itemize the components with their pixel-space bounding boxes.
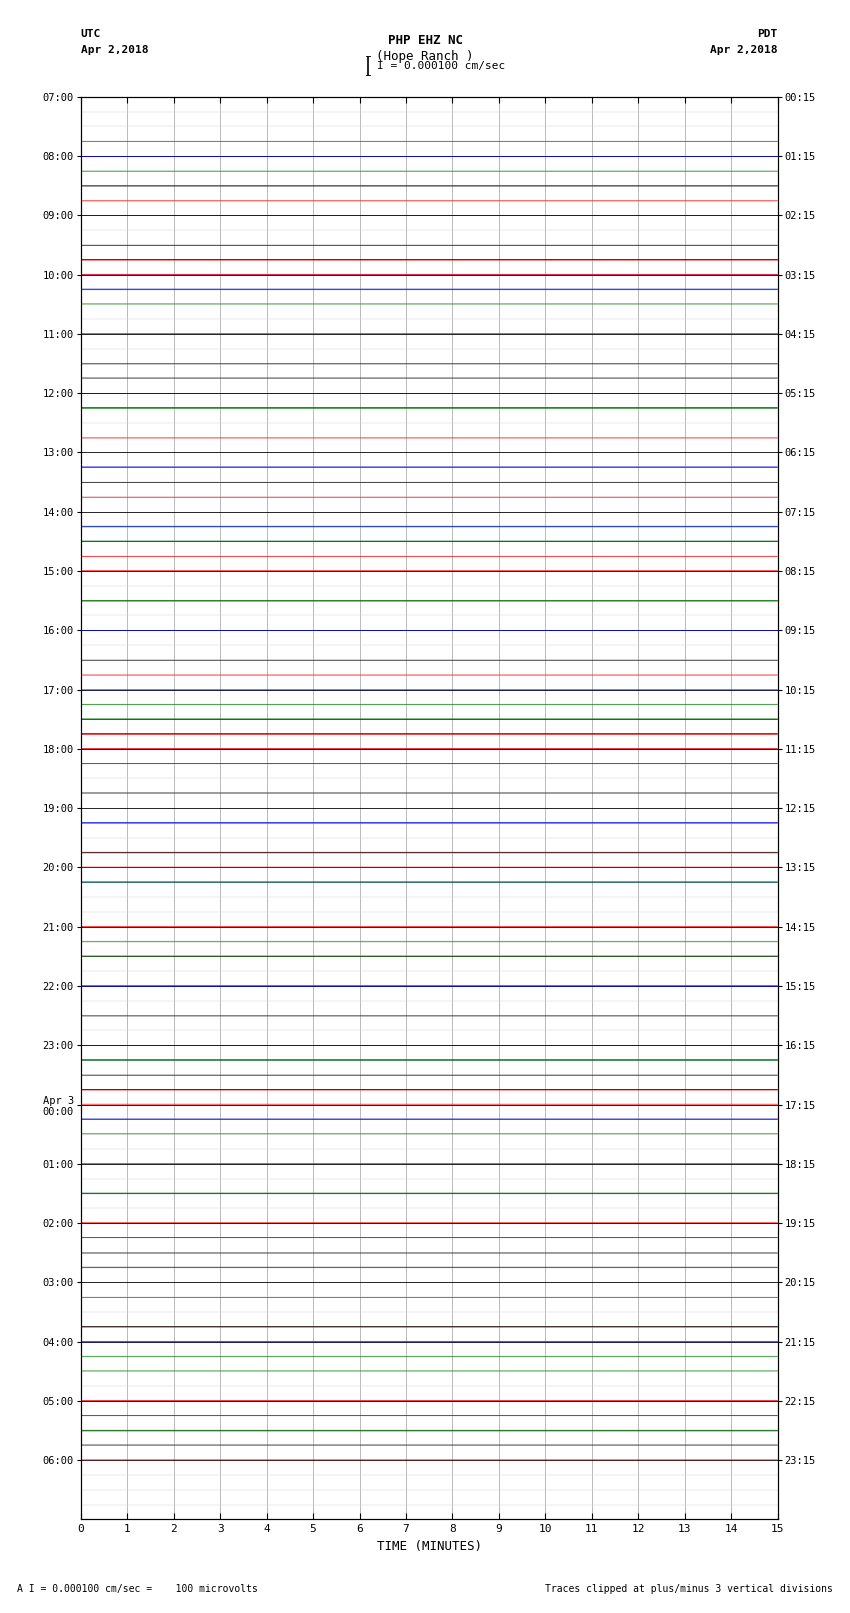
Text: PHP EHZ NC: PHP EHZ NC	[388, 34, 462, 47]
Text: PDT: PDT	[757, 29, 778, 39]
Text: A I = 0.000100 cm/sec =    100 microvolts: A I = 0.000100 cm/sec = 100 microvolts	[17, 1584, 258, 1594]
Text: I = 0.000100 cm/sec: I = 0.000100 cm/sec	[377, 61, 505, 71]
Text: Apr 2,2018: Apr 2,2018	[711, 45, 778, 55]
X-axis label: TIME (MINUTES): TIME (MINUTES)	[377, 1540, 482, 1553]
Text: Apr 2,2018: Apr 2,2018	[81, 45, 148, 55]
Text: UTC: UTC	[81, 29, 101, 39]
Text: (Hope Ranch ): (Hope Ranch )	[377, 50, 473, 63]
Text: Traces clipped at plus/minus 3 vertical divisions: Traces clipped at plus/minus 3 vertical …	[545, 1584, 833, 1594]
